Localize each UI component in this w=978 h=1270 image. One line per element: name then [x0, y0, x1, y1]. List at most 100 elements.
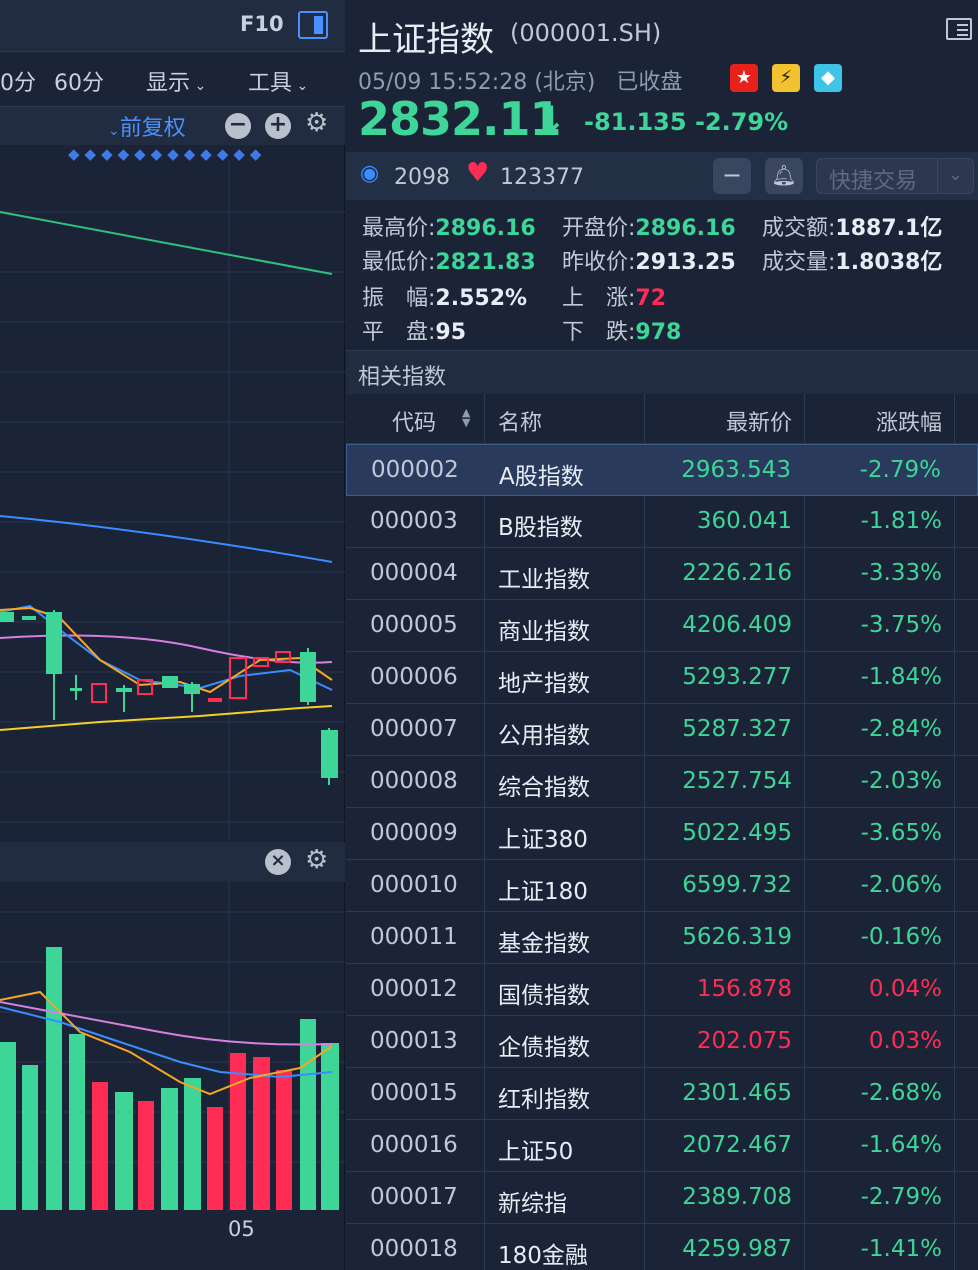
- row-name: 红利指数: [498, 1087, 590, 1113]
- stat-high: 最高价:2896.16: [362, 210, 536, 242]
- row-price: 5287.327: [682, 716, 792, 742]
- stat-value: 2896.16: [435, 216, 536, 241]
- header-price[interactable]: 最新价: [725, 411, 792, 436]
- stat-up-count: 上 涨:72: [562, 280, 666, 312]
- chevron-down-icon[interactable]: ⌄: [937, 159, 973, 193]
- stat-value: 2896.16: [635, 216, 736, 241]
- gear-icon[interactable]: ⚙: [305, 108, 329, 138]
- row-code: 000007: [370, 716, 458, 742]
- table-row[interactable]: 000003 B股指数 360.041 -1.81%: [346, 496, 978, 548]
- row-change: -2.06%: [860, 872, 942, 898]
- zoom-in-icon[interactable]: +: [265, 113, 291, 139]
- column-divider: [644, 394, 645, 1270]
- table-row[interactable]: 000008 综合指数 2527.754 -2.03%: [346, 756, 978, 808]
- header-change[interactable]: 涨跌幅: [875, 411, 942, 436]
- china-flag-icon: ★: [730, 64, 758, 92]
- row-name: 综合指数: [498, 775, 590, 801]
- display-menu[interactable]: 显示 ⌄: [146, 65, 206, 97]
- row-code: 000009: [370, 820, 458, 846]
- stat-label: 开盘价:: [562, 216, 636, 241]
- column-divider: [954, 394, 955, 1270]
- period-bar: 0分 60分 显示 ⌄ 工具 ⌄: [0, 52, 345, 107]
- f10-button[interactable]: F10: [240, 12, 284, 36]
- table-row[interactable]: 000013 企债指数 202.075 0.03%: [346, 1016, 978, 1068]
- row-price: 2301.465: [682, 1080, 792, 1106]
- row-price: 5293.277: [682, 664, 792, 690]
- related-title: 相关指数: [358, 365, 447, 390]
- row-name: 上证50: [498, 1139, 574, 1165]
- table-row[interactable]: 000017 新综指 2389.708 -2.79%: [346, 1172, 978, 1224]
- row-name: 企债指数: [498, 1035, 590, 1061]
- row-code: 000012: [370, 976, 458, 1002]
- row-price: 2226.216: [682, 560, 792, 586]
- bell-icon[interactable]: 🔔︎: [765, 158, 803, 194]
- stat-value: 95: [435, 320, 467, 345]
- period-tab-0[interactable]: 0分: [0, 71, 36, 96]
- chevron-down-icon: ⌄: [108, 123, 120, 139]
- stat-flat-count: 平 盘:95: [362, 314, 466, 346]
- quote-time: 05/09 15:52:28 (北京) 已收盘: [358, 64, 682, 96]
- sort-icon[interactable]: ▲ ▼: [462, 406, 471, 429]
- row-price: 5022.495: [682, 820, 792, 846]
- stat-low: 最低价:2821.83: [362, 244, 536, 276]
- header-name[interactable]: 名称: [498, 411, 543, 436]
- quick-trade-button[interactable]: 快捷交易 ⌄: [816, 158, 974, 194]
- table-row[interactable]: 000007 公用指数 5287.327 -2.84%: [346, 704, 978, 756]
- row-price: 4259.987: [682, 1236, 792, 1262]
- tools-menu-label: 工具: [248, 71, 293, 96]
- table-row[interactable]: 000002 A股指数 2963.543 -2.79%: [346, 444, 978, 496]
- remove-button[interactable]: −: [713, 158, 751, 194]
- candlestick-chart[interactable]: [0, 160, 345, 840]
- adjust-select[interactable]: ⌄前复权: [108, 110, 186, 142]
- close-icon[interactable]: ×: [265, 849, 291, 875]
- quote-stats: 最高价:2896.16 开盘价:2896.16 成交额:1887.1亿 最低价:…: [346, 200, 978, 350]
- table-row[interactable]: 000006 地产指数 5293.277 -1.84%: [346, 652, 978, 704]
- period-tab-60[interactable]: 60分: [54, 71, 104, 96]
- menu-icon[interactable]: [946, 18, 972, 40]
- stat-down-count: 下 跌:978: [562, 314, 681, 346]
- stat-label: 最高价:: [362, 216, 436, 241]
- change-percent: -2.79%: [694, 108, 789, 136]
- tools-menu[interactable]: 工具 ⌄: [248, 65, 308, 97]
- table-row[interactable]: 000015 红利指数 2301.465 -2.68%: [346, 1068, 978, 1120]
- row-price: 2527.754: [682, 768, 792, 794]
- row-change: 0.04%: [868, 976, 942, 1002]
- stat-open: 开盘价:2896.16: [562, 210, 736, 242]
- lightning-icon[interactable]: ⚡: [772, 64, 800, 92]
- zoom-out-icon[interactable]: −: [225, 113, 251, 139]
- row-price: 2963.543: [681, 457, 791, 483]
- datetime-text: 05/09 15:52:28 (北京): [358, 70, 596, 95]
- table-row[interactable]: 000010 上证180 6599.732 -2.06%: [346, 860, 978, 912]
- heart-icon[interactable]: ♥: [466, 158, 490, 188]
- row-price: 202.075: [696, 1028, 792, 1054]
- table-row[interactable]: 000009 上证380 5022.495 -3.65%: [346, 808, 978, 860]
- stat-label: 振 幅:: [362, 286, 436, 311]
- gear-icon[interactable]: ⚙: [305, 845, 329, 875]
- tag-icon[interactable]: ◆: [814, 64, 842, 92]
- row-name: A股指数: [499, 464, 584, 490]
- table-row[interactable]: 000016 上证50 2072.467 -1.64%: [346, 1120, 978, 1172]
- row-change: -1.41%: [860, 1236, 942, 1262]
- table-row[interactable]: 000004 工业指数 2226.216 -3.33%: [346, 548, 978, 600]
- display-menu-label: 显示: [146, 71, 191, 96]
- column-divider: [484, 394, 485, 1270]
- index-title: 上证指数: [358, 20, 494, 60]
- table-row[interactable]: 000012 国债指数 156.878 0.04%: [346, 964, 978, 1016]
- stat-label: 成交额:: [762, 216, 836, 241]
- row-price: 5626.319: [682, 924, 792, 950]
- chart-panel: F10 0分 60分 显示 ⌄ 工具 ⌄ ⌄前复权 − + ⚙ ◆◆◆◆◆◆◆◆…: [0, 0, 345, 1270]
- row-name: 地产指数: [498, 671, 590, 697]
- table-row[interactable]: 000018 180金融 4259.987 -1.41%: [346, 1224, 978, 1270]
- panel-toggle-icon[interactable]: [298, 11, 328, 39]
- table-row[interactable]: 000005 商业指数 4206.409 -3.75%: [346, 600, 978, 652]
- x-axis-date-label: 05: [228, 1217, 255, 1241]
- volume-controls: × ⚙: [0, 842, 345, 882]
- row-code: 000018: [370, 1236, 458, 1262]
- volume-chart[interactable]: [0, 882, 345, 1212]
- header-code[interactable]: 代码: [392, 411, 437, 436]
- table-row[interactable]: 000011 基金指数 5626.319 -0.16%: [346, 912, 978, 964]
- down-arrow-icon: ↓: [536, 100, 567, 141]
- chart-toolbar: F10: [0, 0, 345, 52]
- row-name: 公用指数: [498, 723, 590, 749]
- row-change: -3.65%: [860, 820, 942, 846]
